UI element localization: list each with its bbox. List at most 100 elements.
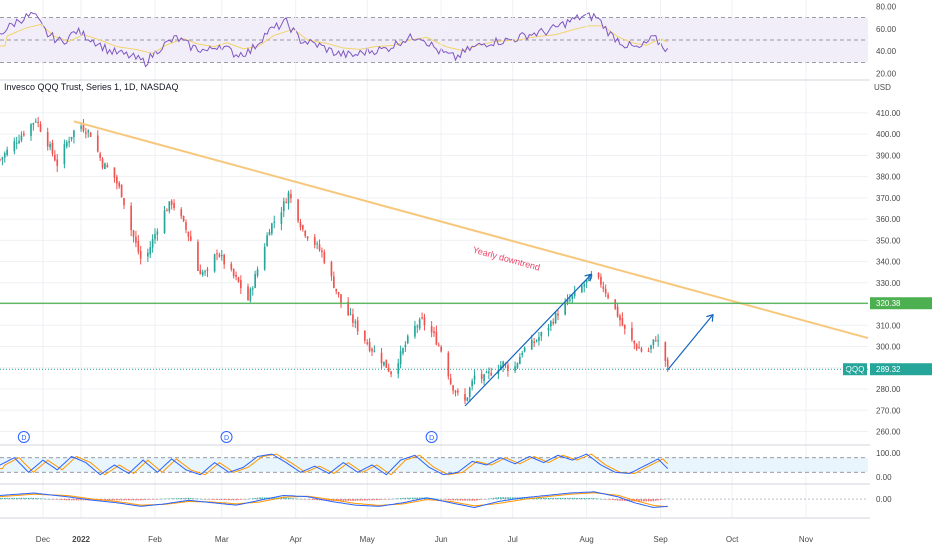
candle[interactable] [573, 291, 576, 296]
candle[interactable] [340, 294, 342, 303]
candle[interactable] [647, 350, 650, 352]
candle[interactable] [337, 292, 340, 295]
candle[interactable] [440, 346, 442, 352]
candle[interactable] [1, 157, 4, 160]
candle[interactable] [640, 348, 643, 352]
candle[interactable] [280, 212, 283, 224]
projection-arrow[interactable] [667, 315, 713, 371]
candle[interactable] [85, 132, 87, 134]
candle[interactable] [49, 144, 51, 148]
candle[interactable] [364, 330, 366, 341]
candle[interactable] [321, 250, 323, 253]
candle[interactable] [73, 130, 75, 138]
candle[interactable] [306, 236, 309, 239]
candle[interactable] [347, 301, 349, 316]
candle[interactable] [523, 347, 526, 352]
candle[interactable] [180, 209, 183, 217]
candle[interactable] [297, 199, 299, 222]
candle[interactable] [268, 231, 271, 236]
candle[interactable] [507, 365, 509, 372]
candle[interactable] [96, 135, 99, 152]
candle[interactable] [34, 121, 37, 123]
candle[interactable] [163, 210, 166, 233]
candle[interactable] [383, 361, 385, 366]
candle[interactable] [356, 320, 359, 332]
candle[interactable] [223, 254, 225, 265]
candle[interactable] [156, 231, 159, 235]
candle[interactable] [230, 263, 233, 270]
candle[interactable] [201, 271, 204, 276]
candle[interactable] [335, 288, 338, 292]
candle[interactable] [46, 132, 49, 147]
candle[interactable] [254, 274, 256, 288]
candle[interactable] [213, 254, 216, 272]
candle[interactable] [120, 184, 123, 198]
candle[interactable] [406, 335, 409, 344]
candle[interactable] [454, 390, 457, 393]
candle[interactable] [638, 347, 640, 349]
candle[interactable] [15, 142, 18, 144]
candle[interactable] [430, 326, 433, 333]
candle[interactable] [397, 363, 400, 374]
candle[interactable] [130, 205, 132, 231]
candle[interactable] [521, 353, 524, 356]
dividend-marker[interactable] [17, 431, 30, 443]
candle[interactable] [437, 344, 440, 346]
candle[interactable] [106, 165, 109, 168]
candle[interactable] [433, 331, 435, 334]
candle[interactable] [287, 192, 290, 204]
macd-pane[interactable] [0, 491, 868, 509]
candle[interactable] [220, 255, 223, 257]
candle[interactable] [185, 222, 187, 230]
candle[interactable] [554, 312, 557, 324]
candle[interactable] [449, 378, 452, 385]
rsi-line[interactable] [0, 11, 669, 68]
dividend-marker[interactable] [220, 431, 233, 443]
candle[interactable] [352, 314, 354, 323]
candle[interactable] [70, 136, 73, 140]
candle[interactable] [373, 350, 376, 352]
candle[interactable] [323, 252, 326, 263]
candle[interactable] [135, 236, 137, 243]
candle[interactable] [550, 321, 552, 327]
candle[interactable] [302, 225, 304, 230]
candle[interactable] [65, 142, 68, 147]
macd-signal-line[interactable] [0, 492, 668, 508]
candle[interactable] [483, 374, 485, 381]
candle[interactable] [299, 222, 302, 228]
candle[interactable] [206, 269, 209, 272]
candle[interactable] [132, 230, 135, 237]
candle[interactable] [652, 339, 655, 345]
candle[interactable] [3, 153, 6, 158]
candle[interactable] [633, 340, 636, 344]
trendline-yearly-downtrend[interactable] [73, 120, 869, 340]
candle[interactable] [271, 223, 273, 234]
candle[interactable] [237, 277, 240, 282]
candle[interactable] [480, 374, 483, 379]
candle[interactable] [552, 321, 555, 324]
projection-arrow[interactable] [464, 274, 591, 407]
candle[interactable] [20, 135, 23, 141]
macd-line[interactable] [0, 491, 668, 509]
candle[interactable] [664, 342, 667, 361]
candle[interactable] [368, 341, 371, 351]
candle[interactable] [540, 332, 543, 337]
rsi-pane[interactable] [0, 11, 868, 68]
candle[interactable] [173, 203, 175, 208]
candle[interactable] [490, 372, 493, 376]
candle[interactable] [390, 371, 392, 375]
candle[interactable] [187, 231, 190, 237]
candle[interactable] [416, 326, 419, 328]
candle[interactable] [318, 244, 321, 251]
candle[interactable] [263, 246, 266, 270]
candle[interactable] [452, 385, 454, 391]
candle[interactable] [616, 306, 619, 317]
candle[interactable] [471, 380, 473, 387]
candle[interactable] [619, 315, 621, 321]
candle[interactable] [18, 140, 20, 144]
candle[interactable] [557, 313, 559, 316]
candle[interactable] [82, 124, 85, 131]
candle[interactable] [514, 366, 516, 371]
candle[interactable] [414, 325, 416, 337]
